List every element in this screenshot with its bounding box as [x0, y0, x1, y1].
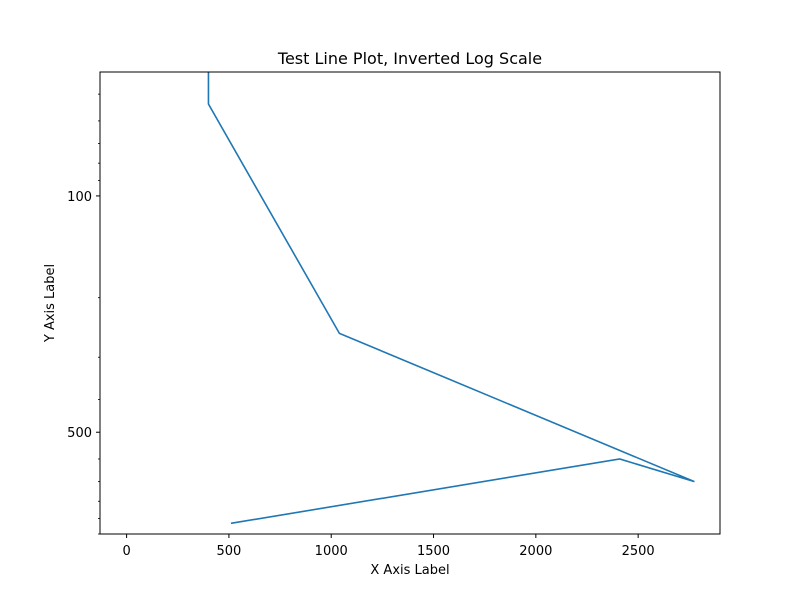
y-axis-label: Y Axis Label	[43, 264, 58, 343]
y-axis: 100 500	[67, 93, 100, 535]
x-tick-label: 2000	[519, 544, 552, 559]
y-tick-label: 500	[67, 426, 92, 441]
x-tick-label: 1000	[315, 544, 348, 559]
x-tick-label: 0	[122, 544, 130, 559]
x-tick-label: 500	[216, 544, 241, 559]
x-axis: 0 500 1000 1500 2000 2500	[122, 534, 655, 559]
x-axis-label: X Axis Label	[370, 563, 449, 578]
series-line-0	[207, 72, 695, 525]
x-tick-label: 1500	[417, 544, 450, 559]
y-tick-label: 100	[67, 190, 92, 205]
plot-frame	[99, 71, 721, 535]
plot-area	[207, 72, 695, 525]
x-tick-label: 2500	[622, 544, 655, 559]
chart-title: Test Line Plot, Inverted Log Scale	[277, 49, 542, 68]
